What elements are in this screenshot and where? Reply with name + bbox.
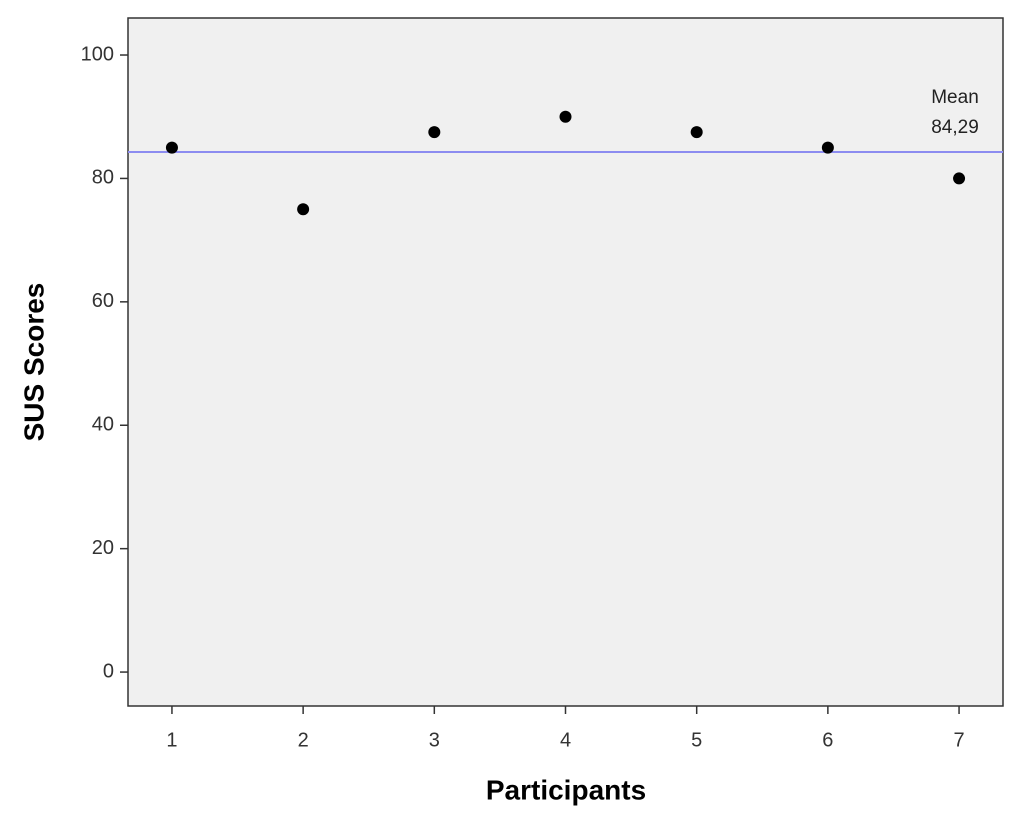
x-tick-label: 7: [953, 729, 964, 751]
x-tick-label: 2: [298, 729, 309, 751]
point: [165, 141, 178, 154]
x-tick-label: 4: [560, 729, 571, 751]
point: [297, 203, 310, 216]
y-tick-label: 80: [92, 167, 114, 189]
y-tick-label: 60: [92, 290, 114, 312]
point: [428, 126, 441, 139]
x-tick-label: 1: [166, 729, 177, 751]
plot-area: [127, 17, 1004, 707]
y-tick-label: 0: [103, 660, 114, 682]
point: [559, 110, 572, 123]
mean-name: Mean: [931, 87, 979, 108]
y-axis-title: SUS Scores: [18, 283, 49, 442]
y-tick-label: 40: [92, 414, 114, 436]
x-tick-label: 5: [691, 729, 702, 751]
x-axis-title: Participants: [486, 774, 646, 805]
point: [821, 141, 834, 154]
point: [690, 126, 703, 139]
y-tick-label: 100: [81, 43, 114, 65]
point: [953, 172, 966, 185]
x-tick-label: 3: [429, 729, 440, 751]
x-tick-label: 6: [822, 729, 833, 751]
y-tick-label: 20: [92, 537, 114, 559]
mean-label: 84,29: [931, 117, 979, 138]
